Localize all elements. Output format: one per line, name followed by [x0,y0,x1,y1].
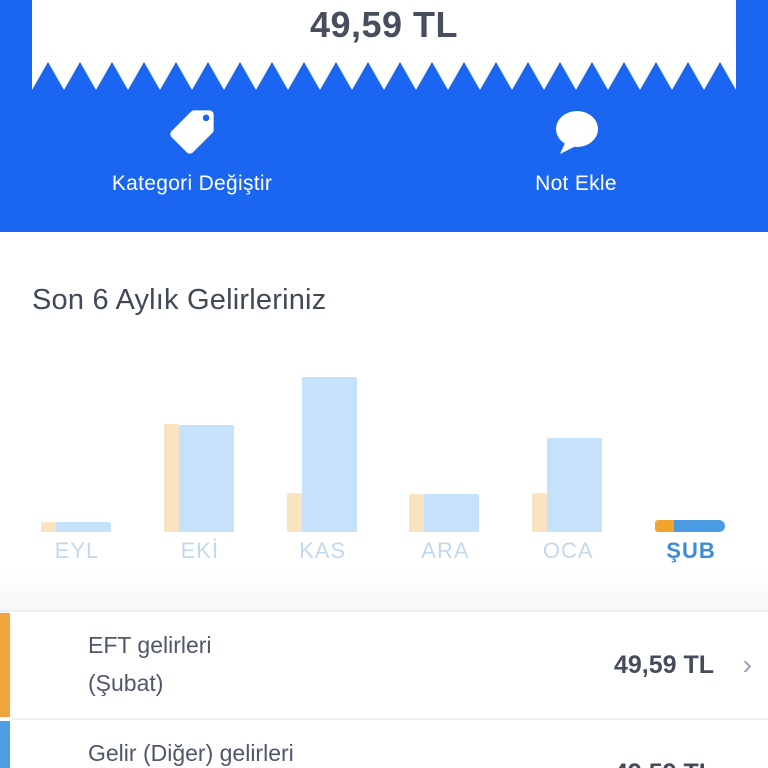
bar-group-şub[interactable]: ŞUB [655,350,727,563]
bar-group-eyl[interactable]: EYL [41,350,113,563]
bar-other-oca [547,438,603,532]
header-actions: Kategori Değiştir Not Ekle [0,104,768,196]
bar-other-kas [301,377,357,532]
bar-group-kas[interactable]: KAS [286,350,359,563]
amount-receipt-card: 49,59 TL [32,0,736,62]
list-divider [12,718,768,720]
income-row-eft[interactable]: EFT gelirleri (Şubat) 49,59 TL › [0,612,768,718]
bar-other-eki̇ [178,425,234,532]
bar-other-ara [424,494,480,532]
add-note-label: Not Ekle [535,172,617,195]
transaction-amount: 49,59 TL [309,4,459,45]
change-category-button[interactable]: Kategori Değiştir [0,104,384,196]
bar-group-oca[interactable]: OCA [532,350,604,563]
row-amount: 49,59 TL [614,720,714,768]
income-category-list: EFT gelirleri (Şubat) 49,59 TL › Gelir (… [0,610,768,768]
add-note-button[interactable]: Not Ekle [384,104,768,196]
row-amount: 49,59 TL [613,650,714,679]
month-label-eki̇: EKİ [180,538,220,563]
month-label-eyl: EYL [54,538,100,563]
rows-top-fade [0,572,768,610]
change-category-label: Kategori Değiştir [111,172,273,195]
bar-eft-oca [532,493,548,532]
section-title: Son 6 Aylık Gelirleriniz [32,284,327,316]
month-label-kas: KAS [299,538,347,563]
bar-eft-kas [286,493,302,532]
month-label-ara: ARA [421,538,470,563]
income-row-other[interactable]: Gelir (Diğer) gelirleri 49,59 TL › [0,720,768,768]
category-color-strip-orange [0,613,10,717]
bar-eft-eyl [41,522,56,532]
month-label-şub: ŞUB [666,538,716,563]
bar-other-şub [674,520,725,532]
month-label-oca: OCA [542,538,594,563]
receipt-torn-edge [32,62,736,90]
speech-bubble-icon [550,104,602,160]
bar-other-eyl [56,522,111,532]
row-subtitle: (Şubat) [88,670,164,696]
bar-group-eki̇[interactable]: EKİ [163,350,236,563]
row-title: EFT gelirleri [88,632,212,658]
tag-icon [166,104,218,160]
bar-eft-eki̇ [163,424,179,532]
monthly-income-chart: EYL EKİ KAS ARA OCA ŞUB [32,350,736,563]
list-divider [0,610,768,612]
category-color-strip-blue [0,721,10,768]
bar-eft-ara [409,494,425,532]
bar-eft-şub [655,520,674,532]
chevron-right-icon: › [743,720,752,768]
chevron-right-icon: › [742,649,752,680]
bar-group-ara[interactable]: ARA [409,350,481,563]
transaction-header: 49,59 TL Kategori Değiştir [0,0,768,232]
row-title: Gelir (Diğer) gelirleri [88,740,294,766]
